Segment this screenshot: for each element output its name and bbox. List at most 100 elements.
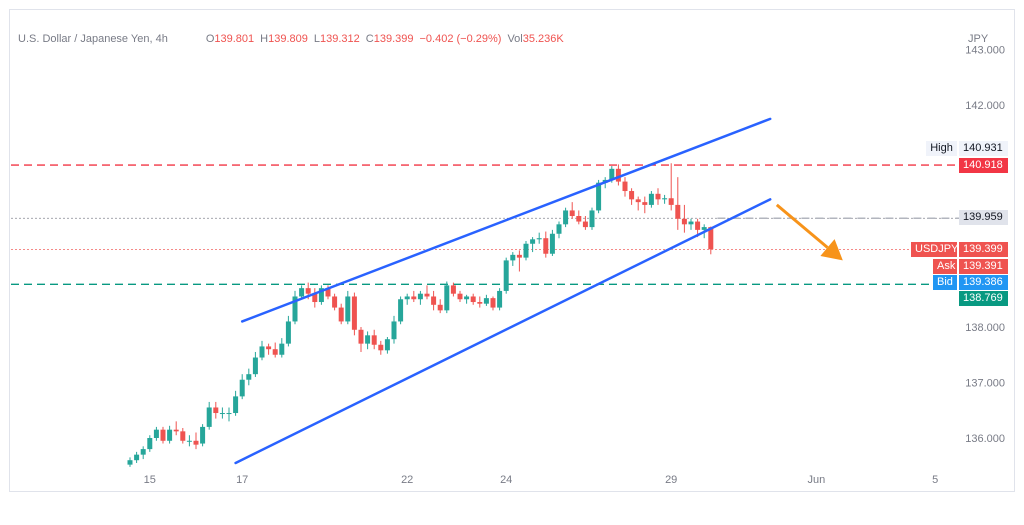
candle-body [695,221,701,230]
candle-body [252,357,258,375]
projection-arrow-head [820,239,843,261]
candle-body [431,296,437,305]
candle-body [127,460,133,465]
x-tick-label: 29 [665,474,677,486]
candle-body [153,429,159,438]
candle-body [622,181,628,192]
candle-body [701,227,707,230]
candle-body [167,429,173,441]
price-chart[interactable]: 136.000 137.000 138.000 142.000 143.000 15 17 2… [10,10,1014,491]
x-tick-label: Jun [808,474,826,486]
candle-body [629,191,635,200]
support-tag: 138.769 [959,291,1008,306]
candle-body [470,296,476,303]
candle-body [134,454,140,461]
candle-body [180,431,186,441]
candle-body [312,293,318,303]
candle-body [351,296,357,330]
high-tag-value: 140.931 [959,141,1008,156]
candle-body [391,321,397,340]
x-tick-label: 22 [401,474,413,486]
candle-body [272,349,278,355]
close-label: C [365,33,374,45]
candle-body [662,198,668,200]
candle-body [417,293,423,300]
candle-body [200,426,206,444]
candle-body [345,296,351,322]
x-tick-label: 5 [932,474,938,486]
candle-body [219,413,225,415]
candle-body [563,210,569,225]
candle-body [160,429,166,441]
candle-body [285,321,291,344]
volume-label: Vol [507,33,523,45]
candle-body [549,233,555,254]
candle-body [483,298,489,304]
candle-body [173,429,179,432]
candle-body [477,302,483,304]
candle-body [609,168,615,180]
high-tag-label: High [926,141,957,156]
candle-body [556,224,562,234]
candle-body [437,304,443,311]
candle-body [384,339,390,351]
candle-body [635,199,641,203]
ask-tag-label: Ask [933,259,957,274]
candle-body [292,296,298,322]
candle-body [642,202,648,205]
resistance-tag: 140.918 [959,158,1008,173]
candle-body [530,239,536,244]
volume-value: 35.236K [522,33,564,45]
candle-body [708,227,714,250]
candle-body [365,335,371,344]
projection-arrow-shaft [775,203,829,249]
y-tick-label: 137.000 [965,378,1005,390]
candle-body [140,449,146,455]
candle-body [457,293,463,300]
pivot-tag: 139.959 [959,210,1008,225]
channel-upper-line [240,117,772,323]
chart-frame: 136.000 137.000 138.000 142.000 143.000 15 17 2… [9,9,1015,492]
ask-tag-value: 139.391 [959,259,1008,274]
candle-body [523,243,529,258]
candle-body [305,288,311,294]
candle-body [358,329,364,344]
candle-body [371,335,377,345]
candle-body [424,293,430,297]
candle-body [378,344,384,351]
candle-body [226,413,232,415]
candle-body [596,182,602,211]
candle-body [648,193,654,205]
candle-body [503,260,509,291]
candle-body [233,396,239,414]
low-value: 139.312 [320,33,360,45]
y-tick-label: 143.000 [965,45,1005,57]
channel-lower-line [234,198,772,465]
x-tick-label: 17 [236,474,248,486]
y-tick-label: 142.000 [965,100,1005,112]
candle-body [259,346,265,358]
candle-body [147,438,153,450]
high-value: 139.809 [268,33,308,45]
candle-body [681,218,687,225]
candle-body [510,254,516,261]
candle-body [589,210,595,228]
candle-body [543,238,549,254]
candle-body [668,198,674,205]
symbol-tag-value: 139.399 [959,242,1008,257]
candle-body [582,221,588,228]
symbol-title: U.S. Dollar / Japanese Yen, 4h [18,33,168,45]
candle-body [655,193,661,200]
candle-body [536,238,542,240]
candle-body [464,296,470,300]
candle-body [569,210,575,216]
candle-body [398,299,404,322]
candle-body [279,343,285,355]
open-value: 139.801 [214,33,255,45]
candle-body [213,407,219,414]
candle-body [193,440,199,445]
candle-body [332,296,338,308]
candle-body [186,440,192,442]
candle-body [516,254,522,258]
candle-body [318,288,324,303]
